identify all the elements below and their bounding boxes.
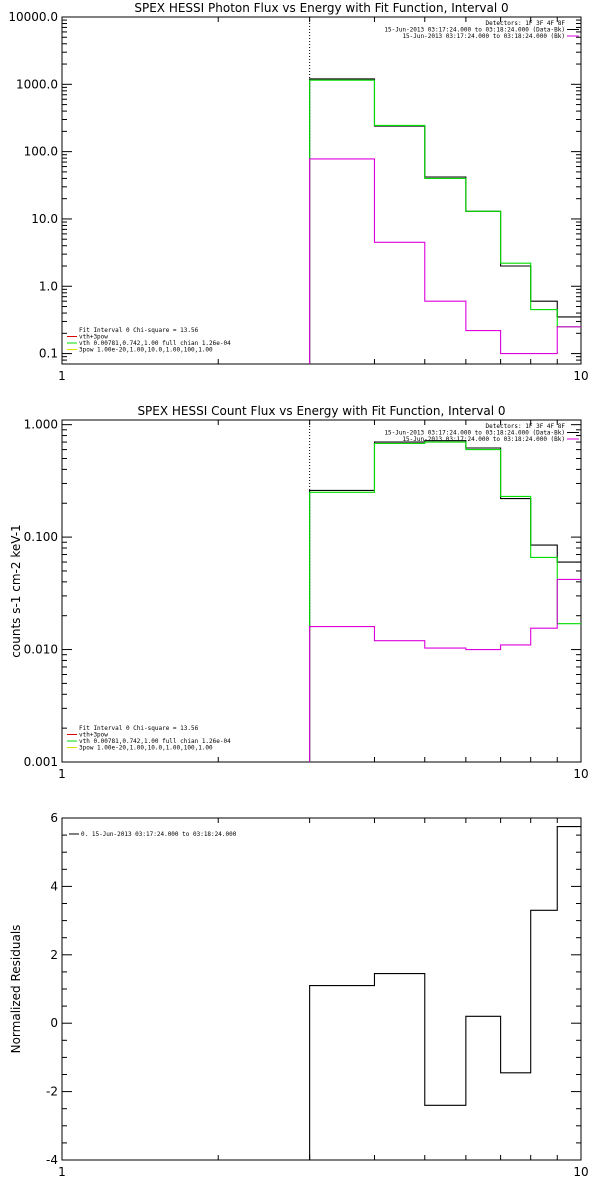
chart-title: SPEX HESSI Photon Flux vs Energy with Fi… [134,1,508,15]
legend-bottom-left-text: vth+3pow [79,732,108,739]
x-tick-label: 10 [573,369,588,383]
legend-top-right-text: Detectors: 1F 3F 4F 8F [486,423,566,430]
legend-top-right-text: 15-Jun-2013 03:17:24.000 to 03:18:24.000… [384,430,565,437]
series-3-line [309,578,581,762]
x-tick-label: 10 [573,1165,588,1179]
legend-top-left-text: 0. 15-Jun-2013 03:17:24.000 to 03:18:24.… [81,831,237,838]
legend-top-right-text: 15-Jun-2013 03:17:24.000 to 03:18:24.000… [402,33,565,40]
y-tick-label: 1000.0 [16,77,58,91]
panel-3: 1 10 -4 -2 0 2 4 6 Normalized Residuals 0. 15-Jun… [9,811,589,1179]
y-tick-label: 1.0 [39,279,58,293]
y-tick-label: 6 [50,811,58,825]
plot-frame [61,419,582,763]
legend-top-right-text: 15-Jun-2013 03:17:24.000 to 03:18:24.000… [384,27,565,34]
y-tick-label: 4 [50,879,58,893]
series-1-line [309,440,581,762]
series-2-line [309,79,581,364]
y-tick-label: 0.001 [24,755,58,769]
y-axis-label: Normalized Residuals [9,925,23,1054]
x-tick-label: 10 [573,767,588,781]
y-tick-label: 100.0 [24,145,58,159]
y-tick-label: -2 [46,1085,58,1099]
x-tick-label: 1 [58,1165,66,1179]
legend-top-right-text: Detectors: 1F 3F 4F 8F [486,20,566,27]
y-tick-label: 1.000 [24,418,58,432]
panel-1: SPEX HESSI Photon Flux vs Energy with Fi… [8,1,588,383]
series-1-line [309,78,581,364]
chart-title: SPEX HESSI Count Flux vs Energy with Fit… [137,404,505,418]
x-tick-label: 1 [58,369,66,383]
legend-bottom-left-text: vth 0.00781,0.742,1.00 full chian 1.26e-… [79,738,231,745]
legend-bottom-left-text: 3pow 1.00e-20,1.00,10.0,1.00,100,1.00 [79,745,213,752]
y-tick-label: -4 [46,1153,58,1167]
y-tick-label: 10000.0 [8,10,58,24]
plot-frame [61,16,582,365]
plot-frame [61,817,582,1161]
y-axis-label: counts s-1 cm-2 keV-1 [9,524,23,657]
y-tick-label: 10.0 [31,212,58,226]
y-tick-label: 0.100 [24,530,58,544]
legend-bottom-left-text: vth+3pow [79,334,108,341]
x-tick-label: 1 [58,767,66,781]
panel-2: SPEX HESSI Count Flux vs Energy with Fit… [9,404,589,781]
y-tick-label: 2 [50,948,58,962]
series-3-line [309,158,581,364]
legend-bottom-left-text: Fit Interval 0 Chi-square = 13.56 [79,725,199,732]
legend-bottom-left-text: 3pow 1.00e-20,1.00,10.0,1.00,100,1.00 [79,347,213,354]
series-2-line [309,441,581,762]
legend-top-right-text: 15-Jun-2013 03:17:24.000 to 03:18:24.000… [402,436,565,443]
legend-bottom-left-text: Fit Interval 0 Chi-square = 13.56 [79,327,199,334]
y-tick-label: 0.1 [39,347,58,361]
series-1-line [309,826,581,1160]
y-tick-label: 0.010 [24,643,58,657]
legend-bottom-left-text: vth 0.00781,0.742,1.00 full chian 1.26e-… [79,340,231,347]
y-tick-label: 0 [50,1016,58,1030]
